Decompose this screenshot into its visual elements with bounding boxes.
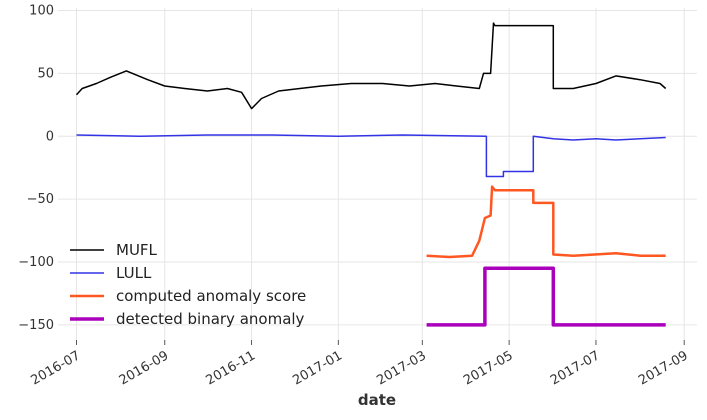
x-tick-label: 2017-07 (548, 348, 603, 388)
y-tick-label: −100 (18, 255, 54, 270)
series-line-mufl (75, 22, 667, 110)
x-tick-label: 2017-03 (374, 348, 429, 388)
series-line-computed-anomaly-score (426, 185, 666, 259)
x-tick-label: 2017-09 (636, 348, 691, 388)
x-tick-label: 2016-11 (204, 348, 259, 388)
y-tick-label: 0 (46, 129, 54, 144)
y-tick-label: 50 (37, 66, 54, 81)
legend-label: computed anomaly score (116, 287, 306, 305)
y-tick-label: −150 (18, 318, 54, 333)
x-tick-label: 2017-01 (290, 348, 345, 388)
series-line-lull (76, 134, 666, 178)
series-line-detected-binary-anomaly (426, 266, 666, 327)
y-axis-ticks: 100 50 0 −50 −100 −150 (18, 4, 54, 333)
x-axis-ticks: 2016-07 2016-09 2016-11 2017-01 2017-03 2017-… (29, 340, 691, 389)
x-axis-title: date (358, 391, 396, 409)
legend-label: MUFL (116, 241, 158, 259)
x-tick-label: 2016-07 (29, 348, 84, 388)
y-tick-label: 100 (29, 4, 54, 19)
series-layer (75, 22, 667, 327)
y-tick-label: −50 (27, 192, 54, 207)
x-tick-label: 2016-09 (117, 348, 172, 388)
legend: MUFL LULL computed anomaly score detected b… (70, 241, 306, 328)
legend-label: LULL (116, 264, 152, 282)
legend-label: detected binary anomaly (116, 310, 305, 328)
x-tick-label: 2017-05 (461, 348, 516, 388)
